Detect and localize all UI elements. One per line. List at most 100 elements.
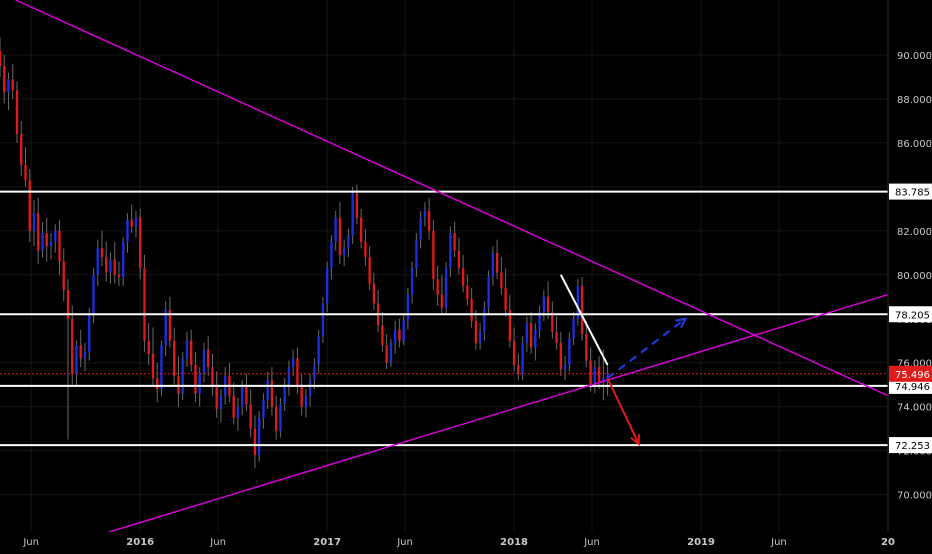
time-tick-label: Jun	[209, 537, 226, 548]
candle-down	[100, 248, 104, 258]
candle-down	[495, 252, 499, 273]
candle-down	[474, 320, 478, 343]
price-tick-label: 82.000	[897, 227, 932, 238]
candle-up	[593, 367, 597, 385]
candle-down	[15, 90, 19, 135]
price-axis-background	[888, 0, 932, 550]
candle-down	[470, 298, 473, 321]
time-tick-label: 2019	[687, 537, 715, 548]
candle-up	[54, 230, 57, 242]
candle-down	[253, 428, 257, 456]
candle-up	[572, 318, 575, 339]
candle-down	[457, 250, 461, 269]
price-level-tags: 83.785 78.205 74.946 72.253 75.496	[889, 183, 932, 454]
time-tick-label: Jun	[396, 537, 413, 548]
candle-up	[7, 79, 10, 93]
candle-up	[283, 386, 286, 405]
candle-down	[551, 312, 554, 332]
candle-up	[330, 241, 333, 269]
level-tag	[889, 306, 932, 323]
candle-up	[122, 241, 125, 277]
level-tag-label: 75.496	[895, 370, 930, 381]
candle-down	[24, 164, 27, 181]
candle-down	[508, 309, 512, 341]
candle-down	[130, 219, 133, 227]
candle-up	[563, 364, 567, 370]
candle-down	[117, 274, 121, 277]
candle-up	[41, 233, 44, 251]
candle-up	[568, 338, 571, 365]
price-tick-label: 76.000	[897, 359, 932, 370]
candle-up	[279, 404, 282, 431]
candle-down	[275, 406, 278, 431]
candle-down	[28, 180, 31, 231]
candle-up	[406, 294, 410, 321]
candle-up	[32, 213, 36, 231]
time-tick-label: Jun	[583, 537, 600, 548]
candle-up	[334, 217, 337, 242]
candle-down	[436, 279, 439, 295]
candle-down	[139, 217, 142, 269]
candle-up	[419, 217, 422, 240]
candle-down	[147, 340, 150, 354]
candle-down	[143, 268, 146, 341]
candle-up	[266, 380, 269, 401]
candle-down	[359, 217, 363, 242]
candle-up	[534, 329, 537, 348]
price-tick-label: 88.000	[897, 95, 932, 106]
time-axis-background	[0, 532, 888, 550]
candle-up	[342, 248, 346, 256]
candle-up	[92, 274, 95, 315]
candle-up	[389, 342, 393, 363]
candle-down	[232, 395, 235, 418]
level-tag-label: 72.253	[895, 441, 930, 452]
candle-up	[449, 233, 452, 269]
candle-down	[546, 296, 550, 313]
candle-up	[49, 241, 53, 247]
candle-up	[525, 323, 529, 343]
candle-down	[504, 287, 507, 310]
trendline	[108, 293, 889, 533]
level-tag	[889, 183, 932, 200]
candle-down	[215, 384, 218, 409]
candle-down	[71, 318, 74, 374]
time-tick-label: 2017	[313, 537, 341, 548]
candle-down	[190, 340, 193, 365]
current-price-tag	[889, 365, 932, 382]
candle-down	[211, 367, 214, 385]
projection-line	[606, 377, 640, 445]
level-tag-label: 78.205	[895, 310, 930, 321]
candle-up	[415, 239, 418, 269]
candle-down	[398, 329, 401, 341]
candle-up	[160, 345, 163, 390]
candle-up	[444, 268, 448, 308]
candle-up	[321, 303, 325, 337]
level-tag	[889, 377, 932, 394]
candle-down	[440, 294, 444, 308]
time-axis[interactable]: Jun 2016 Jun 2017 Jun 2018 Jun 2019 Jun 20	[22, 537, 895, 548]
trendline	[559, 274, 609, 366]
candle-up	[606, 373, 609, 379]
candle-down	[585, 334, 588, 361]
candle-down	[245, 386, 248, 405]
candle-up	[109, 259, 112, 273]
candle-down	[580, 285, 584, 335]
candle-up	[75, 345, 78, 374]
candle-down	[385, 345, 388, 363]
candle-down	[168, 309, 172, 341]
candle-up	[487, 276, 490, 308]
candle-up	[478, 331, 482, 343]
candle-down	[58, 230, 61, 262]
level-tag-label: 83.785	[895, 188, 930, 199]
time-tick-label: Jun	[770, 537, 787, 548]
time-tick-label: 2016	[126, 537, 154, 548]
candle-up	[410, 268, 414, 295]
candle-up	[134, 217, 138, 227]
candle-down	[105, 257, 108, 273]
candle-up	[291, 358, 295, 368]
candle-down	[79, 345, 82, 359]
candle-up	[198, 373, 201, 394]
candle-down	[62, 261, 65, 291]
